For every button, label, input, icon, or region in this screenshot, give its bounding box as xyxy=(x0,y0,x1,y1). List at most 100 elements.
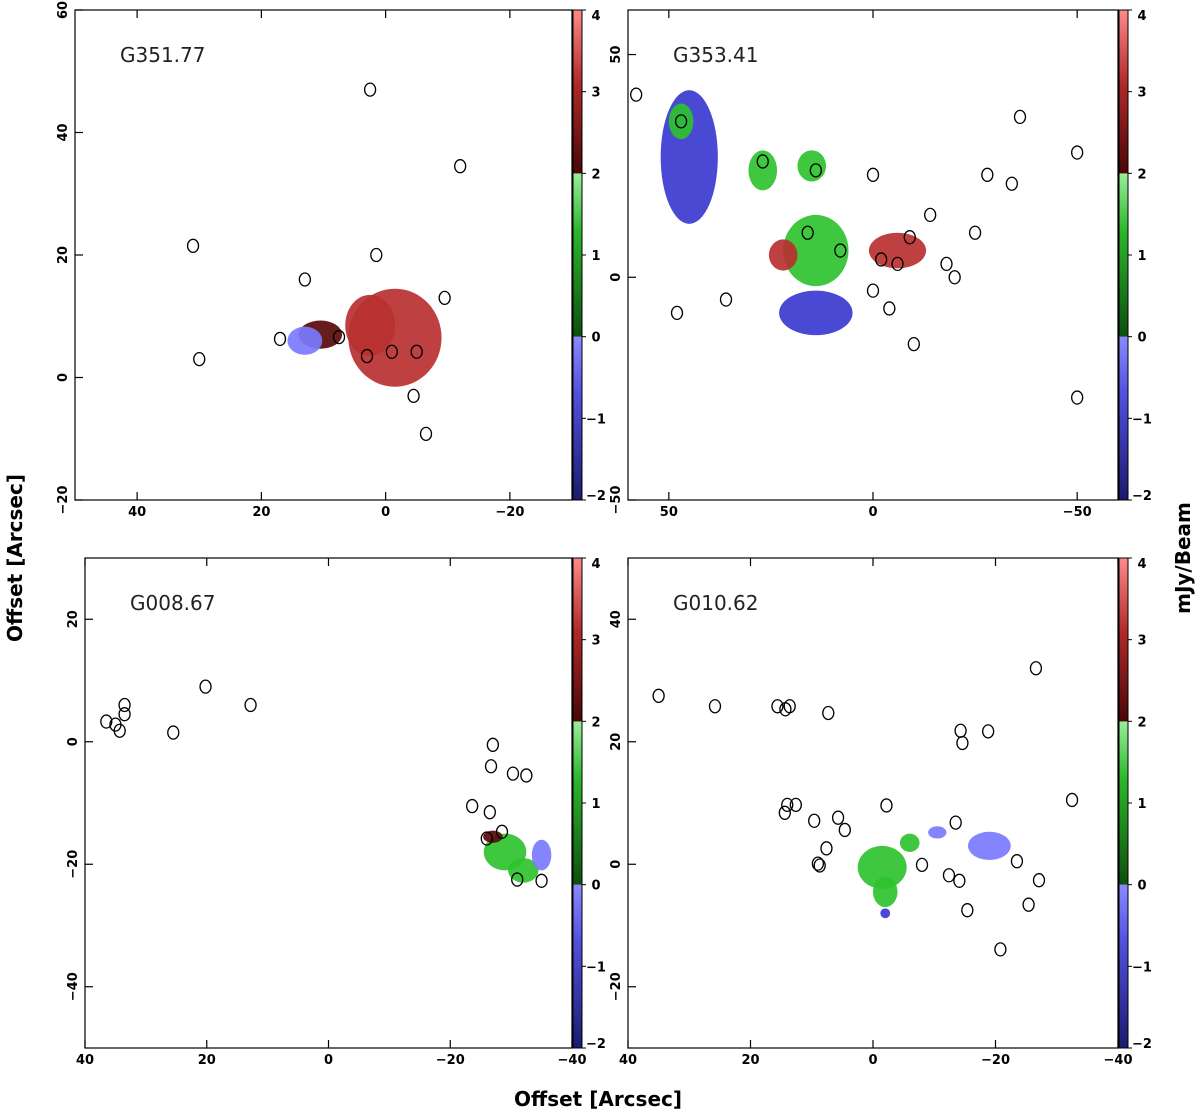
source-ellipse xyxy=(1013,109,1027,125)
source-ellipse xyxy=(771,699,784,714)
y-tick-label: 0 xyxy=(66,737,81,746)
colorbar-tick-label: 3 xyxy=(591,86,600,101)
panel-g351-77: 40 20 0 −20 −20 0 20 40 60 G351.77 −2 −1 0 1 2 3 4 xyxy=(56,1,606,520)
x-tick-label: −20 xyxy=(436,1053,465,1068)
emission-region xyxy=(748,150,778,191)
source-ellipse xyxy=(486,737,500,752)
x-tick-label: 0 xyxy=(381,505,390,520)
emission-region xyxy=(928,826,947,839)
source-ellipse xyxy=(483,805,496,820)
source-ellipse xyxy=(1010,854,1024,869)
source-ellipse xyxy=(407,388,420,404)
plot-area xyxy=(100,679,552,888)
emission-region xyxy=(508,858,539,883)
source-ellipse xyxy=(495,824,509,839)
y-tick-label: 60 xyxy=(56,1,71,19)
colorbar: −2 −1 0 1 2 3 4 xyxy=(572,9,606,504)
source-ellipse xyxy=(866,167,880,182)
emission-region xyxy=(531,839,552,871)
source-ellipse xyxy=(924,207,937,223)
y-tick-label: 0 xyxy=(56,373,71,382)
x-tick-label: 0 xyxy=(868,505,877,520)
colorbar-gradient xyxy=(572,9,583,501)
colorbar-tick-label: −2 xyxy=(586,1037,606,1052)
source-ellipse xyxy=(480,831,493,846)
source-ellipse xyxy=(838,822,851,838)
panel-g010-62: 40 20 0 −20 −40 −20 0 20 40 G010.62 −2 −1 0 1 2 3 4 xyxy=(609,557,1152,1068)
emission-region xyxy=(783,214,849,287)
y-tick-label: −50 xyxy=(609,486,624,515)
source-ellipse xyxy=(535,873,548,888)
emission-region xyxy=(779,290,853,336)
emission-region xyxy=(899,833,920,852)
source-ellipse xyxy=(903,230,916,245)
source-ellipse xyxy=(866,283,880,298)
x-tick-label: 20 xyxy=(198,1053,216,1068)
y-tick-label: 0 xyxy=(609,273,624,282)
x-tick-label: 40 xyxy=(128,505,146,520)
source-ellipse xyxy=(113,723,126,738)
source-ellipse xyxy=(813,858,826,873)
source-ellipse xyxy=(100,714,113,729)
source-ellipse xyxy=(831,810,845,825)
source-ellipse xyxy=(789,797,802,812)
colorbar-tick-label: −1 xyxy=(586,960,606,975)
source-ellipse xyxy=(883,301,896,316)
x-tick-label: −40 xyxy=(558,1053,587,1068)
x-tick-label: 40 xyxy=(619,1053,637,1068)
x-axis-label: Offset [Arcsec] xyxy=(514,1087,682,1111)
source-ellipse xyxy=(1065,792,1079,808)
colorbar-tick-label: 1 xyxy=(591,797,600,812)
source-ellipse xyxy=(808,813,821,828)
colorbar-tick-label: 4 xyxy=(1137,557,1146,572)
plot-frame xyxy=(627,557,1119,1049)
source-ellipse xyxy=(915,857,929,873)
source-ellipse xyxy=(674,114,688,129)
panel-g353-41: 50 0 −50 −50 0 50 G353.41 −2 −1 0 1 2 3 4 xyxy=(609,9,1152,520)
source-ellipse xyxy=(778,805,791,820)
source-ellipse xyxy=(199,679,212,694)
y-tick-label: 40 xyxy=(609,610,624,628)
source-ellipse xyxy=(982,724,995,739)
source-ellipse xyxy=(363,82,377,97)
colorbar-tick-label: −1 xyxy=(1132,412,1152,427)
emission-region xyxy=(857,845,907,889)
x-tick-label: 40 xyxy=(76,1053,94,1068)
colorbar-tick-label: 2 xyxy=(1137,167,1146,182)
source-ellipse xyxy=(801,225,814,240)
source-ellipse xyxy=(670,305,684,321)
colorbar-gradient xyxy=(572,557,583,1049)
source-ellipse xyxy=(781,797,794,812)
source-ellipse xyxy=(506,766,520,781)
colorbar-gradient xyxy=(1118,557,1129,1049)
source-ellipse xyxy=(953,873,966,888)
y-tick-label: −20 xyxy=(66,850,81,879)
x-tick-label: −40 xyxy=(1104,1053,1133,1068)
colorbar-gradient xyxy=(1118,9,1129,501)
x-tick-label: 0 xyxy=(324,1053,333,1068)
colorbar-tick-label: 0 xyxy=(1137,879,1146,894)
source-ellipse xyxy=(454,159,467,174)
source-ellipse xyxy=(466,798,479,814)
source-ellipse xyxy=(949,815,962,830)
y-tick-label: 20 xyxy=(609,733,624,751)
x-tick-label: −20 xyxy=(981,1053,1010,1068)
source-ellipse xyxy=(961,903,974,918)
source-ellipse xyxy=(948,270,961,285)
source-ellipse xyxy=(880,798,893,813)
source-ellipse xyxy=(1071,145,1084,160)
source-ellipse xyxy=(484,759,498,774)
colorbar-tick-label: −2 xyxy=(1132,489,1152,504)
y-tick-label: −20 xyxy=(56,486,71,515)
source-ellipse xyxy=(942,868,956,883)
emission-region xyxy=(967,831,1011,860)
colorbar: −2 −1 0 1 2 3 4 xyxy=(1118,9,1152,504)
y-tick-label: −40 xyxy=(66,972,81,1001)
panel-source-label: G008.67 xyxy=(130,591,215,615)
x-tick-label: −50 xyxy=(1063,505,1092,520)
source-ellipse xyxy=(244,697,257,713)
source-ellipse xyxy=(756,154,769,169)
colorbar-tick-label: 1 xyxy=(591,249,600,264)
source-ellipse xyxy=(1029,661,1043,676)
